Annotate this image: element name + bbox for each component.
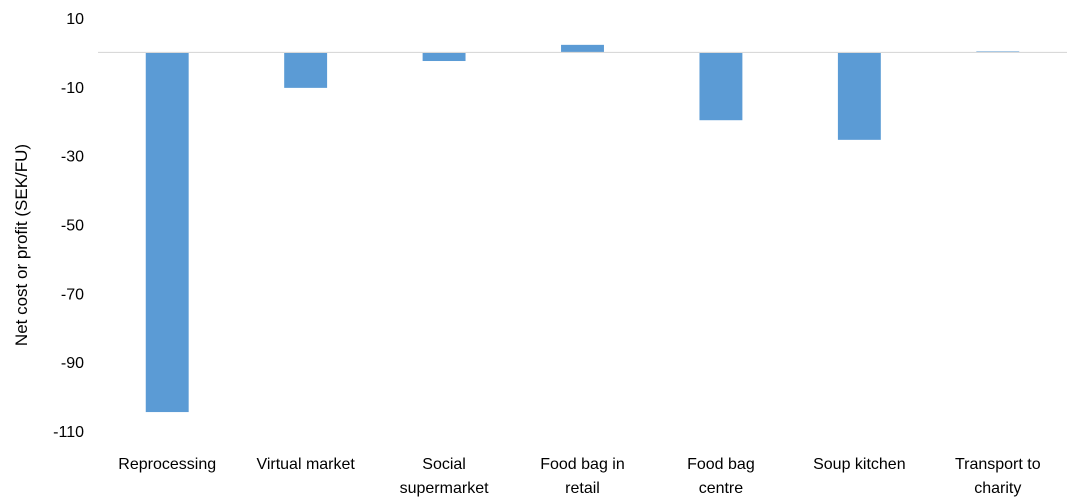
x-axis-labels: Reprocessing Virtual market Social supermar… xyxy=(118,456,1040,497)
x-category-label: Soup kitchen xyxy=(813,456,906,473)
y-tick-label: -30 xyxy=(61,149,84,166)
bar xyxy=(699,52,743,121)
y-tick-label: -110 xyxy=(53,424,84,441)
y-tick-label: -50 xyxy=(61,218,84,235)
x-category-label: Reprocessing xyxy=(118,456,216,473)
x-category-label: Food bag in xyxy=(540,456,625,473)
bars xyxy=(145,44,1020,413)
bar xyxy=(145,52,189,413)
x-category-label: Transport to xyxy=(955,456,1041,473)
bar xyxy=(561,44,604,53)
y-tick-label: -10 xyxy=(61,80,84,97)
y-axis-ticks: 10 -10 -30 -50 -70 -90 -110 xyxy=(53,11,84,441)
x-category-label: Virtual market xyxy=(256,456,355,473)
y-axis-title: Net cost or profit (SEK/FU) xyxy=(12,144,31,346)
x-category-label: supermarket xyxy=(400,480,489,497)
x-category-label: retail xyxy=(565,480,600,497)
y-tick-label: 10 xyxy=(66,11,84,28)
bar xyxy=(284,52,328,88)
x-category-label: Social xyxy=(422,456,466,473)
y-tick-label: -70 xyxy=(61,286,84,303)
y-tick-label: -90 xyxy=(61,355,84,372)
x-category-label: charity xyxy=(974,480,1021,497)
x-category-label: centre xyxy=(699,480,744,497)
x-category-label: Food bag xyxy=(687,456,755,473)
bar xyxy=(422,52,466,62)
bar xyxy=(837,52,881,140)
